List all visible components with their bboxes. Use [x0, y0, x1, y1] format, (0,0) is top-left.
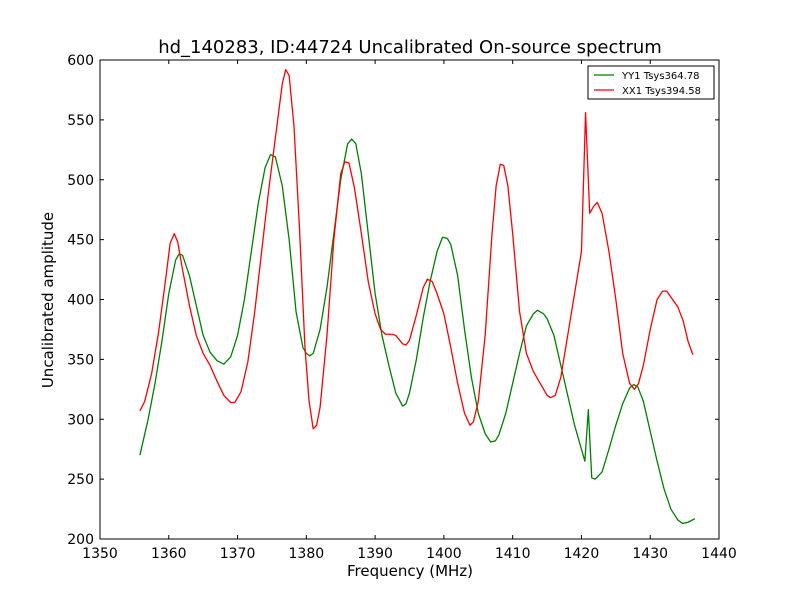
legend-box — [587, 65, 715, 100]
x-tick-label: 1420 — [564, 546, 600, 562]
x-tick-label: 1400 — [426, 546, 462, 562]
y-tick-label: 350 — [67, 352, 94, 368]
x-tick-label: 1440 — [701, 546, 737, 562]
y-tick-label: 550 — [67, 113, 94, 129]
x-tick-label: 1350 — [82, 546, 118, 562]
legend-label-0: YY1 Tsys364.78 — [621, 71, 700, 82]
y-tick-label: 450 — [67, 233, 94, 249]
axes-layer: 1350 1360 1370 1380 1390 1400 1410 1420 1430 1440… — [67, 53, 737, 562]
x-tick-label: 1360 — [151, 546, 187, 562]
legend-label-1: XX1 Tsys394.58 — [622, 86, 701, 97]
series-line-1 — [139, 68, 694, 430]
x-tick-label: 1390 — [357, 546, 393, 562]
series-layer — [139, 68, 696, 525]
chart-title: hd_140283, ID:44724 Uncalibrated On-sour… — [158, 37, 662, 58]
y-tick-label: 200 — [67, 532, 94, 548]
x-tick-label: 1380 — [289, 546, 325, 562]
y-tick-label: 500 — [67, 173, 94, 189]
x-tick-label: 1430 — [632, 546, 668, 562]
y-axis-label: Uncalibrated amplitude — [39, 212, 57, 388]
y-tick-label: 300 — [67, 412, 94, 428]
series-line-0 — [139, 138, 696, 525]
y-tick-label: 400 — [67, 293, 94, 309]
plot-frame — [99, 59, 720, 540]
y-tick-label: 600 — [67, 53, 94, 69]
y-tick-label: 250 — [67, 472, 94, 488]
x-tick-label: 1410 — [495, 546, 531, 562]
legend: YY1 Tsys364.78 XX1 Tsys394.58 — [587, 65, 715, 100]
x-tick-label: 1370 — [220, 546, 256, 562]
x-axis-label: Frequency (MHz) — [347, 562, 473, 580]
